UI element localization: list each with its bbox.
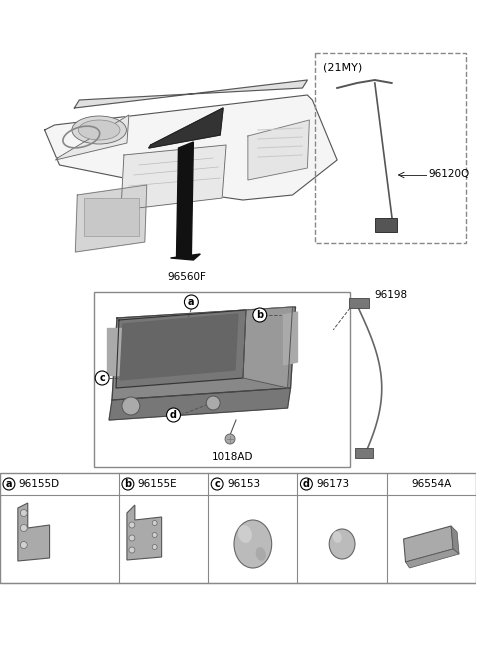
Circle shape	[253, 308, 267, 322]
Circle shape	[20, 541, 27, 549]
Polygon shape	[406, 549, 459, 568]
Circle shape	[300, 478, 312, 490]
Polygon shape	[177, 142, 193, 258]
Polygon shape	[18, 503, 49, 561]
Circle shape	[95, 371, 109, 385]
Circle shape	[152, 520, 157, 526]
Ellipse shape	[329, 529, 355, 559]
Ellipse shape	[234, 520, 272, 568]
Text: 96554A: 96554A	[411, 479, 452, 489]
Bar	[355, 448, 373, 458]
Polygon shape	[127, 505, 162, 560]
Circle shape	[122, 397, 140, 415]
Circle shape	[3, 478, 15, 490]
Polygon shape	[45, 95, 337, 200]
Polygon shape	[248, 120, 310, 180]
Polygon shape	[451, 526, 459, 554]
Circle shape	[211, 478, 223, 490]
Polygon shape	[404, 526, 453, 562]
Circle shape	[20, 524, 27, 532]
Circle shape	[129, 522, 135, 528]
Text: 96153: 96153	[227, 479, 260, 489]
Polygon shape	[109, 388, 290, 420]
Bar	[375, 218, 396, 232]
Polygon shape	[75, 185, 147, 252]
Polygon shape	[243, 307, 292, 388]
Text: a: a	[6, 479, 12, 489]
Polygon shape	[107, 328, 121, 375]
Circle shape	[129, 547, 135, 553]
Bar	[315, 53, 466, 243]
Ellipse shape	[333, 531, 342, 543]
Polygon shape	[120, 314, 238, 380]
Bar	[0, 473, 476, 583]
Text: b: b	[256, 310, 264, 320]
Bar	[94, 292, 350, 467]
Text: (21MY): (21MY)	[323, 62, 362, 72]
Bar	[349, 298, 369, 308]
Polygon shape	[170, 254, 200, 260]
Polygon shape	[121, 145, 226, 210]
Polygon shape	[284, 312, 298, 365]
Ellipse shape	[238, 525, 252, 543]
Bar	[84, 198, 139, 236]
Circle shape	[152, 533, 157, 537]
Polygon shape	[74, 80, 307, 108]
Polygon shape	[112, 307, 296, 400]
Circle shape	[167, 408, 180, 422]
Circle shape	[152, 545, 157, 549]
Text: 96198: 96198	[375, 290, 408, 300]
Circle shape	[225, 434, 235, 444]
Text: 1018AD: 1018AD	[212, 452, 254, 462]
Text: d: d	[303, 479, 310, 489]
Circle shape	[184, 295, 198, 309]
Text: c: c	[99, 373, 105, 383]
Text: b: b	[124, 479, 132, 489]
Text: a: a	[188, 297, 194, 307]
Circle shape	[129, 535, 135, 541]
Circle shape	[206, 396, 220, 410]
Text: 96155E: 96155E	[138, 479, 178, 489]
Circle shape	[20, 509, 27, 516]
Polygon shape	[149, 108, 223, 148]
Ellipse shape	[256, 547, 266, 561]
Circle shape	[122, 478, 134, 490]
Ellipse shape	[72, 116, 126, 144]
Text: c: c	[214, 479, 220, 489]
Text: 96173: 96173	[316, 479, 349, 489]
Polygon shape	[116, 310, 246, 388]
Ellipse shape	[78, 120, 120, 140]
Polygon shape	[56, 115, 129, 160]
Text: d: d	[170, 410, 177, 420]
Text: 96120Q: 96120Q	[428, 169, 469, 179]
Text: 96155D: 96155D	[19, 479, 60, 489]
Text: 96560F: 96560F	[167, 272, 206, 282]
